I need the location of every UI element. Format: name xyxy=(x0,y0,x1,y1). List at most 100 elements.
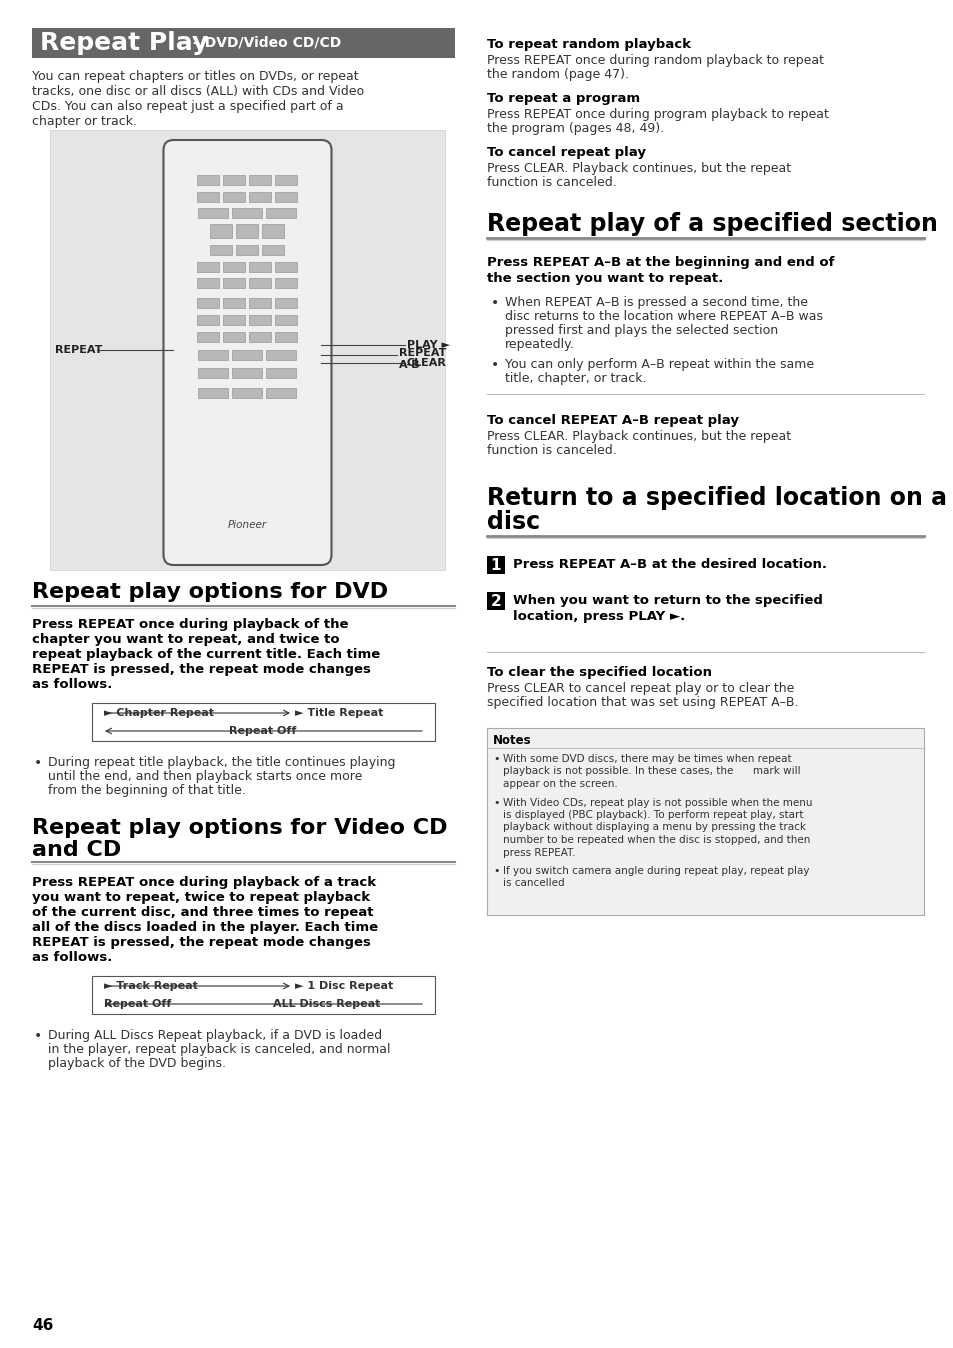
Text: Repeat Play: Repeat Play xyxy=(40,31,208,55)
Text: you want to repeat, twice to repeat playback: you want to repeat, twice to repeat play… xyxy=(32,891,370,905)
Text: playback without displaying a menu by pressing the track: playback without displaying a menu by pr… xyxy=(502,822,805,833)
Text: disc: disc xyxy=(486,510,539,534)
Bar xyxy=(233,350,262,360)
Bar xyxy=(275,175,297,185)
Text: CDs. You can also repeat just a specified part of a: CDs. You can also repeat just a specifie… xyxy=(32,100,343,113)
Bar xyxy=(262,245,284,255)
Bar xyxy=(197,298,219,307)
Bar xyxy=(197,278,219,288)
Text: REPEAT is pressed, the repeat mode changes: REPEAT is pressed, the repeat mode chang… xyxy=(32,663,371,675)
Text: CLEAR: CLEAR xyxy=(407,359,446,368)
Text: Press REPEAT A–B at the desired location.: Press REPEAT A–B at the desired location… xyxy=(513,558,826,572)
Bar xyxy=(197,262,219,272)
Text: If you switch camera angle during repeat play, repeat play: If you switch camera angle during repeat… xyxy=(502,865,809,876)
Text: is displayed (PBC playback). To perform repeat play, start: is displayed (PBC playback). To perform … xyxy=(502,810,802,820)
Bar xyxy=(275,191,297,202)
Text: playback is not possible. In these cases, the      mark will: playback is not possible. In these cases… xyxy=(502,767,800,776)
Bar xyxy=(198,350,229,360)
Text: ALL Discs Repeat: ALL Discs Repeat xyxy=(273,999,380,1010)
Text: chapter you want to repeat, and twice to: chapter you want to repeat, and twice to xyxy=(32,634,339,646)
Bar xyxy=(197,315,219,325)
Bar xyxy=(211,245,233,255)
Text: Repeat play of a specified section: Repeat play of a specified section xyxy=(486,212,937,236)
Text: appear on the screen.: appear on the screen. xyxy=(502,779,618,789)
Text: title, chapter, or track.: title, chapter, or track. xyxy=(504,372,646,386)
Text: disc returns to the location where REPEAT A–B was: disc returns to the location where REPEA… xyxy=(504,310,822,324)
Text: •: • xyxy=(34,756,42,770)
Text: ► Chapter Repeat: ► Chapter Repeat xyxy=(104,708,213,718)
Bar xyxy=(250,278,272,288)
Bar xyxy=(197,191,219,202)
Text: ► 1 Disc Repeat: ► 1 Disc Repeat xyxy=(294,981,393,991)
Bar xyxy=(197,175,219,185)
Bar xyxy=(233,388,262,398)
Text: repeat playback of the current title. Each time: repeat playback of the current title. Ea… xyxy=(32,648,380,661)
Bar xyxy=(486,728,923,915)
Bar xyxy=(91,976,435,1014)
Text: •: • xyxy=(493,798,499,807)
Text: Press REPEAT once during playback of a track: Press REPEAT once during playback of a t… xyxy=(32,876,375,888)
Text: To cancel repeat play: To cancel repeat play xyxy=(486,146,645,159)
Text: Pioneer: Pioneer xyxy=(228,520,267,530)
Bar xyxy=(275,278,297,288)
Bar xyxy=(211,224,233,239)
Bar xyxy=(91,704,435,741)
Bar xyxy=(275,262,297,272)
Text: press REPEAT.: press REPEAT. xyxy=(502,848,575,857)
Text: – DVD/Video CD/CD: – DVD/Video CD/CD xyxy=(188,36,341,50)
Text: Notes: Notes xyxy=(493,735,531,747)
Bar xyxy=(223,298,245,307)
Text: as follows.: as follows. xyxy=(32,678,112,692)
Text: REPEAT
A-B: REPEAT A-B xyxy=(398,348,446,371)
Text: •: • xyxy=(34,1029,42,1043)
Bar xyxy=(250,262,272,272)
Text: •: • xyxy=(493,754,499,764)
Text: 1: 1 xyxy=(490,558,500,573)
Text: When you want to return to the specified: When you want to return to the specified xyxy=(513,594,822,607)
Text: the random (page 47).: the random (page 47). xyxy=(486,67,628,81)
Text: Press REPEAT once during random playback to repeat: Press REPEAT once during random playback… xyxy=(486,54,823,67)
Bar xyxy=(223,175,245,185)
Bar xyxy=(32,28,455,58)
Bar xyxy=(266,388,296,398)
Bar xyxy=(223,191,245,202)
Bar xyxy=(197,332,219,342)
Text: Repeat play options for Video CD: Repeat play options for Video CD xyxy=(32,818,447,838)
Text: Press REPEAT A–B at the beginning and end of: Press REPEAT A–B at the beginning and en… xyxy=(486,256,834,270)
Text: Press REPEAT once during playback of the: Press REPEAT once during playback of the xyxy=(32,617,348,631)
Text: Repeat Off: Repeat Off xyxy=(229,727,296,736)
Text: ► Track Repeat: ► Track Repeat xyxy=(104,981,197,991)
Text: all of the discs loaded in the player. Each time: all of the discs loaded in the player. E… xyxy=(32,921,377,934)
Bar xyxy=(250,175,272,185)
Text: Press CLEAR. Playback continues, but the repeat: Press CLEAR. Playback continues, but the… xyxy=(486,162,790,175)
Text: Press REPEAT once during program playback to repeat: Press REPEAT once during program playbac… xyxy=(486,108,828,121)
Text: number to be repeated when the disc is stopped, and then: number to be repeated when the disc is s… xyxy=(502,834,809,845)
Text: To cancel REPEAT A–B repeat play: To cancel REPEAT A–B repeat play xyxy=(486,414,739,427)
Text: specified location that was set using REPEAT A–B.: specified location that was set using RE… xyxy=(486,696,798,709)
Bar xyxy=(223,278,245,288)
Bar xyxy=(275,298,297,307)
Bar xyxy=(236,245,258,255)
Bar xyxy=(223,332,245,342)
Bar xyxy=(266,368,296,377)
Text: To repeat random playback: To repeat random playback xyxy=(486,38,690,51)
Text: Press CLEAR to cancel repeat play or to clear the: Press CLEAR to cancel repeat play or to … xyxy=(486,682,794,696)
Text: in the player, repeat playback is canceled, and normal: in the player, repeat playback is cancel… xyxy=(48,1043,390,1055)
Text: ► Title Repeat: ► Title Repeat xyxy=(294,708,383,718)
Text: pressed first and plays the selected section: pressed first and plays the selected sec… xyxy=(504,324,778,337)
Text: Repeat Off: Repeat Off xyxy=(104,999,172,1010)
Text: •: • xyxy=(491,359,498,372)
Bar xyxy=(486,555,504,574)
Bar xyxy=(198,208,229,218)
Bar xyxy=(198,388,229,398)
Bar xyxy=(250,298,272,307)
Text: location, press PLAY ►.: location, press PLAY ►. xyxy=(513,611,684,623)
Text: REPEAT: REPEAT xyxy=(55,345,102,355)
Text: is cancelled: is cancelled xyxy=(502,879,564,888)
Text: from the beginning of that title.: from the beginning of that title. xyxy=(48,785,246,797)
Text: the section you want to repeat.: the section you want to repeat. xyxy=(486,272,722,284)
Text: 2: 2 xyxy=(490,593,501,608)
Text: 46: 46 xyxy=(32,1317,53,1333)
Text: REPEAT is pressed, the repeat mode changes: REPEAT is pressed, the repeat mode chang… xyxy=(32,936,371,949)
Bar xyxy=(275,332,297,342)
